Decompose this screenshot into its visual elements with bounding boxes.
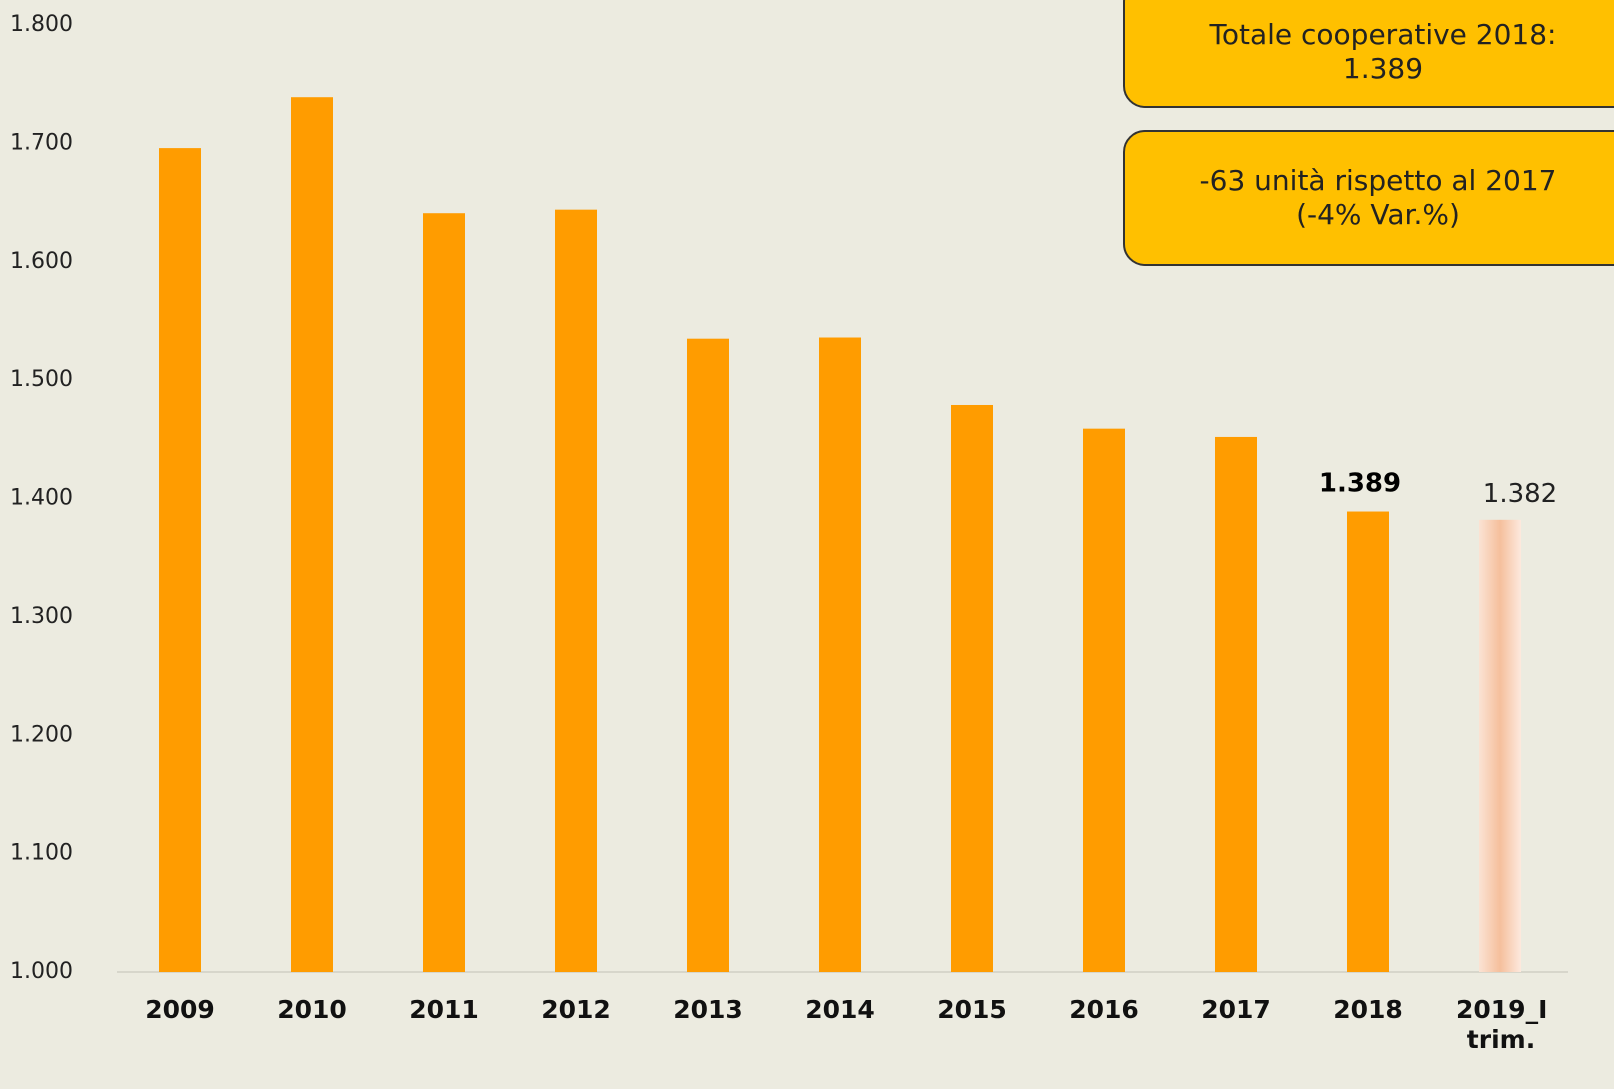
x-tick-label: 2011: [409, 995, 479, 1024]
bar: [159, 148, 201, 973]
y-tick-label: 1.000: [10, 959, 73, 984]
annotation-text: Totale cooperative 2018:: [1209, 18, 1557, 51]
bar: [1479, 519, 1521, 972]
y-tick-label: 1.400: [10, 486, 73, 511]
y-tick-label: 1.200: [10, 722, 73, 747]
x-tick-label: 2015: [937, 995, 1007, 1024]
bar: [1347, 511, 1389, 972]
x-tick-label: 2018: [1333, 995, 1403, 1024]
y-tick-label: 1.100: [10, 841, 73, 866]
annotation-text: -63 unità rispetto al 2017 (-4% Var.%): [1199, 164, 1557, 231]
y-tick-label: 1.800: [10, 12, 73, 37]
annotation-box: Totale cooperative 2018: 1.389: [1123, 0, 1614, 108]
x-tick-label: 2017: [1201, 995, 1271, 1024]
y-tick-label: 1.300: [10, 604, 73, 629]
x-tick-label: 2009: [145, 995, 215, 1024]
value-label: 1.389: [1319, 469, 1401, 499]
y-tick-label: 1.600: [10, 249, 73, 274]
value-label: 1.382: [1483, 479, 1557, 509]
x-tick-label: 2010: [277, 995, 347, 1024]
bar: [819, 337, 861, 972]
y-tick-label: 1.700: [10, 130, 73, 155]
y-tick-label: 1.500: [10, 367, 73, 392]
bar: [555, 209, 597, 973]
annotation-box: -63 unità rispetto al 2017 (-4% Var.%): [1123, 130, 1614, 266]
x-tick-label: 2016: [1069, 995, 1139, 1024]
bar: [291, 97, 333, 973]
x-tick-label: 2012: [541, 995, 611, 1024]
annotation-text: 1.389: [1342, 52, 1424, 85]
bar: [423, 213, 465, 972]
x-tick-label: 2014: [805, 995, 875, 1024]
bar: [1215, 436, 1257, 972]
x-tick-label: 2019_I trim.: [1456, 995, 1548, 1054]
x-tick-label: 2013: [673, 995, 743, 1024]
bar: [687, 338, 729, 973]
bar: [951, 404, 993, 972]
bar: [1083, 428, 1125, 972]
